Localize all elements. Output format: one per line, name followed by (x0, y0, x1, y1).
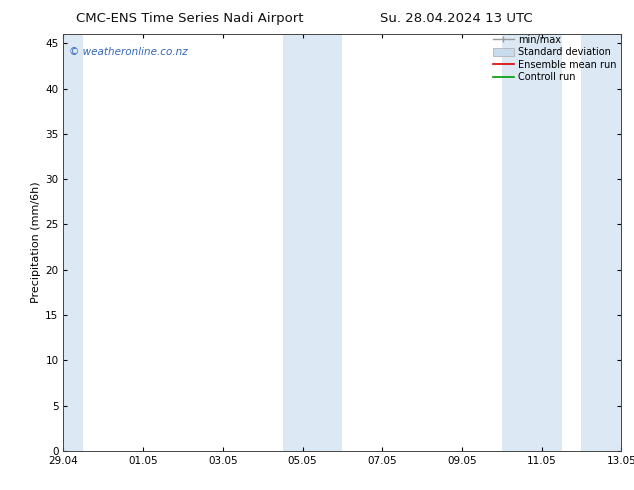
Text: CMC-ENS Time Series Nadi Airport: CMC-ENS Time Series Nadi Airport (77, 12, 304, 25)
Bar (61, 34, 83, 451)
Text: © weatheronline.co.nz: © weatheronline.co.nz (69, 47, 188, 57)
Bar (501, 34, 562, 451)
Y-axis label: Precipitation (mm/6h): Precipitation (mm/6h) (31, 182, 41, 303)
Text: Su. 28.04.2024 13 UTC: Su. 28.04.2024 13 UTC (380, 12, 533, 25)
Legend: min/max, Standard deviation, Ensemble mean run, Controll run: min/max, Standard deviation, Ensemble me… (493, 35, 616, 82)
Bar (283, 34, 342, 451)
Bar (581, 34, 623, 451)
